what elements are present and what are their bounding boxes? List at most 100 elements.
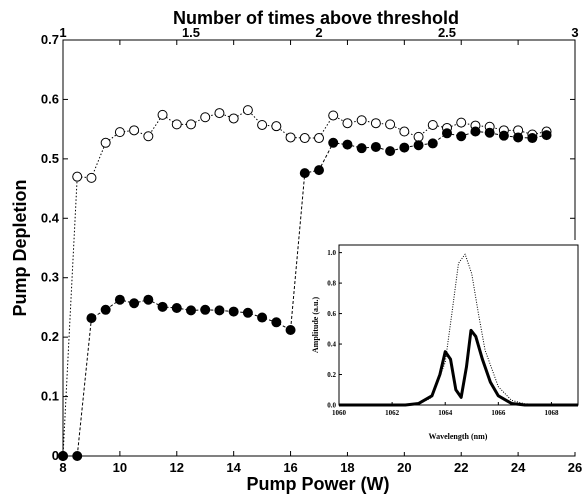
open-marker [114, 127, 125, 138]
open-marker [328, 110, 339, 121]
open-marker [143, 131, 154, 142]
inset-x-axis-title: Wavelength (nm) [429, 432, 488, 441]
filled-marker [342, 139, 353, 150]
top-tick-label: 3 [571, 25, 578, 40]
open-marker [356, 115, 367, 126]
filled-marker [328, 137, 339, 148]
inset-x-tick-label: 1066 [491, 409, 506, 417]
inset-background [310, 240, 588, 452]
inset-y-tick-label: 0.0 [327, 402, 336, 410]
open-marker [186, 119, 196, 130]
top-tick-label: 1.5 [182, 25, 200, 40]
inset-x-tick-label: 1068 [544, 409, 559, 417]
open-marker [271, 121, 282, 132]
filled-marker [58, 451, 68, 461]
open-marker [427, 119, 438, 130]
filled-marker [541, 130, 552, 141]
x-tick-label: 12 [170, 460, 184, 475]
open-marker [100, 137, 111, 148]
filled-marker [200, 304, 211, 315]
x-tick-label: 20 [397, 460, 411, 475]
filled-marker [484, 127, 495, 138]
y-tick-label: 0.7 [41, 32, 59, 47]
open-marker [285, 132, 296, 143]
filled-marker [442, 128, 452, 139]
filled-marker [100, 304, 111, 315]
open-marker [171, 119, 182, 130]
inset-y-tick-label: 0.8 [327, 280, 336, 288]
open-marker [370, 118, 381, 129]
filled-marker [513, 132, 524, 143]
y-tick-label: 0.4 [41, 210, 60, 225]
filled-marker [427, 138, 438, 149]
open-marker [129, 125, 140, 136]
inset-x-tick-label: 1060 [332, 409, 347, 417]
inset-axis-ticks: 1060 1062 1064 1066 1068 0.0 0.2 0.4 0.6 0.8 1.0 [327, 249, 559, 417]
top-tick-label: 2.5 [438, 25, 456, 40]
inset-plot-frame [338, 244, 579, 406]
filled-marker [86, 313, 97, 324]
y-tick-label: 0 [52, 448, 59, 463]
open-marker [456, 117, 467, 128]
filled-marker [257, 312, 268, 323]
open-marker [242, 105, 253, 116]
open-marker [413, 131, 424, 142]
open-marker [86, 172, 97, 183]
inset-y-tick-label: 0.2 [327, 371, 336, 379]
inset-y-tick-label: 0.4 [327, 341, 336, 349]
inset-series [339, 253, 578, 407]
x-tick-label: 24 [511, 460, 526, 475]
x-tick-label: 14 [226, 460, 241, 475]
x-tick-label: 18 [340, 460, 354, 475]
open-marker [228, 113, 239, 124]
filled-marker [157, 301, 168, 312]
x-axis-title: Pump Power (W) [247, 474, 390, 494]
open-marker [214, 108, 225, 119]
filled-marker [72, 451, 83, 461]
inset-y-tick-label: 1.0 [327, 249, 336, 257]
filled-marker [470, 126, 481, 137]
open-marker [299, 133, 310, 144]
inset-series-line-2 [339, 328, 578, 407]
open-marker [72, 171, 83, 182]
filled-marker [143, 294, 154, 305]
open-marker [257, 119, 268, 130]
filled-marker [228, 306, 239, 317]
x-tick-label: 16 [283, 460, 297, 475]
filled-marker [285, 325, 296, 336]
y-tick-label: 0.1 [41, 389, 59, 404]
filled-marker [186, 305, 196, 316]
inset-y-axis-title: Amplitude (a.u.) [311, 297, 320, 354]
filled-marker [370, 141, 381, 152]
open-marker [157, 109, 168, 120]
filled-marker [242, 307, 253, 318]
y-tick-label: 0.2 [41, 329, 59, 344]
x-tick-label: 8 [59, 460, 66, 475]
y-tick-label: 0.6 [41, 91, 59, 106]
filled-marker [214, 305, 225, 316]
y-tick-label: 0.3 [41, 270, 59, 285]
y-axis-title: Pump Depletion [10, 179, 30, 316]
top-tick-label: 2 [315, 25, 322, 40]
filled-marker [385, 146, 396, 157]
inset-x-tick-label: 1064 [438, 409, 453, 417]
open-marker [385, 119, 396, 130]
x-tick-label: 10 [113, 460, 127, 475]
open-marker [314, 133, 324, 144]
main-series [58, 105, 552, 461]
top-axis-title: Number of times above threshold [173, 8, 459, 28]
y-tick-label: 0.5 [41, 151, 59, 166]
filled-marker [498, 130, 509, 141]
filled-marker [314, 165, 324, 176]
open-marker [399, 126, 410, 137]
x-tick-label: 26 [568, 460, 582, 475]
inset-x-tick-label: 1062 [385, 409, 400, 417]
top-tick-label: 1 [59, 25, 66, 40]
inset-y-tick-label: 0.6 [327, 310, 336, 318]
filled-marker [356, 143, 367, 154]
open-marker [342, 118, 353, 129]
open-marker [200, 112, 211, 123]
x-tick-label: 22 [454, 460, 468, 475]
filled-marker [399, 142, 410, 153]
